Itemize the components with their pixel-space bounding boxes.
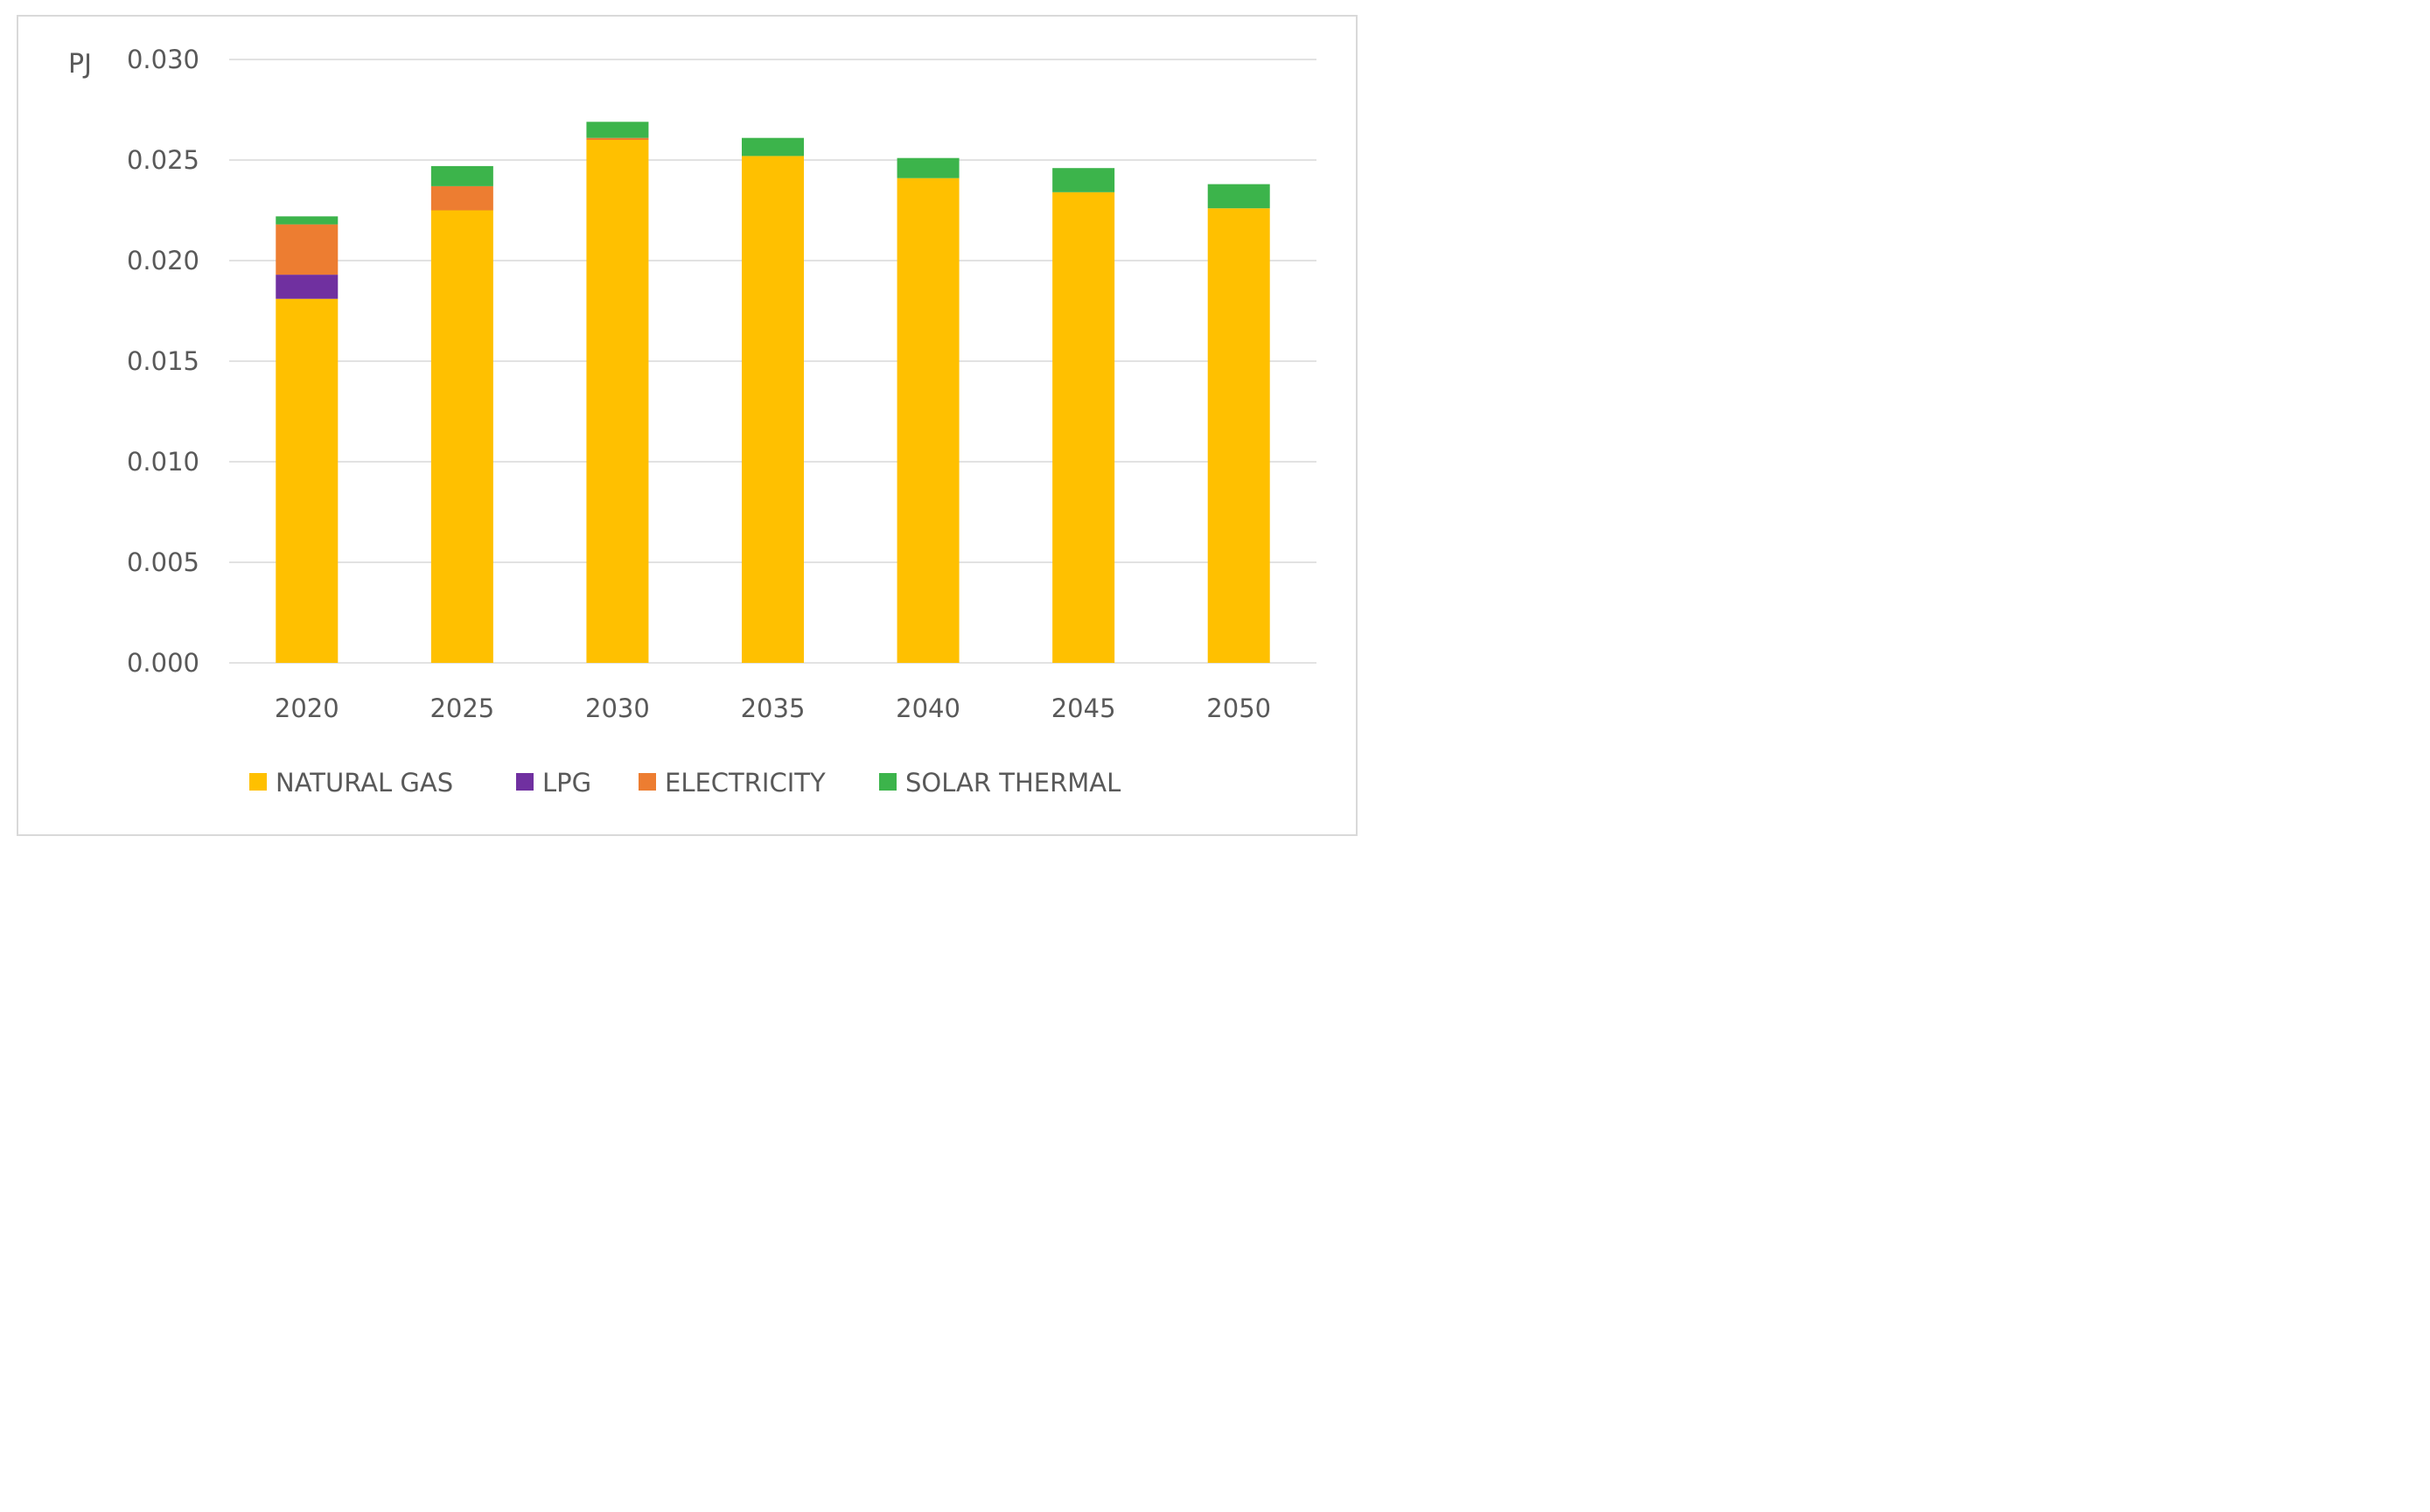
- x-tick-label: 2050: [1206, 693, 1271, 723]
- bar-electricity-2025: [430, 185, 493, 211]
- legend-swatch-natural-gas: [249, 773, 267, 791]
- bar-solar-thermal-2045: [1052, 168, 1115, 192]
- stacked-bar-chart: 0.000 0.005 0.010 0.015 0.020 0.025 0.030 PJ 2…: [68, 45, 1316, 798]
- x-tick-label: 2025: [429, 693, 494, 723]
- legend-swatch-electricity: [639, 773, 656, 791]
- bar-solar-thermal-2050: [1207, 184, 1270, 209]
- legend-swatch-lpg: [516, 773, 534, 791]
- bar-natural-gas-2040: [897, 178, 960, 663]
- legend-label: ELECTRICITY: [665, 768, 826, 798]
- bar-solar-thermal-2030: [586, 122, 649, 138]
- bar-natural-gas-2030: [586, 140, 649, 663]
- x-tick-label: 2030: [585, 693, 650, 723]
- bar-solar-thermal-2035: [742, 137, 804, 157]
- y-tick-label: 0.020: [127, 246, 199, 275]
- y-axis-ticks: 0.000 0.005 0.010 0.015 0.020 0.025 0.030: [127, 45, 199, 678]
- legend-label: LPG: [542, 768, 591, 798]
- x-tick-label: 2035: [741, 693, 806, 723]
- bar-solar-thermal-2020: [276, 216, 339, 225]
- bar-electricity-2030: [586, 137, 649, 140]
- bar-solar-thermal-2025: [430, 165, 493, 186]
- legend: NATURAL GAS LPG ELECTRICITY SOLAR THERMAL: [249, 768, 1121, 798]
- y-tick-label: 0.030: [127, 45, 199, 74]
- x-tick-label: 2020: [275, 693, 339, 723]
- chart-frame: [17, 15, 1358, 836]
- bar-solar-thermal-2040: [897, 157, 960, 178]
- x-tick-label: 2040: [896, 693, 960, 723]
- legend-swatch-solar-thermal: [879, 773, 897, 791]
- y-tick-label: 0.000: [127, 648, 199, 678]
- y-tick-label: 0.015: [127, 346, 199, 376]
- bar-natural-gas-2045: [1052, 192, 1115, 664]
- y-tick-label: 0.025: [127, 145, 199, 175]
- x-tick-label: 2045: [1051, 693, 1116, 723]
- legend-label: NATURAL GAS: [276, 768, 453, 798]
- bar-natural-gas-2035: [742, 156, 804, 663]
- y-tick-label: 0.010: [127, 447, 199, 477]
- bar-natural-gas-2025: [430, 210, 493, 663]
- bar-natural-gas-2020: [276, 298, 339, 663]
- bars: [276, 122, 1270, 664]
- legend-label: SOLAR THERMAL: [905, 768, 1121, 798]
- bar-natural-gas-2050: [1207, 208, 1270, 663]
- x-axis-ticks: 2020 2025 2030 2035 2040 2045 2050: [275, 693, 1271, 723]
- bar-lpg-2020: [276, 275, 339, 299]
- bar-electricity-2020: [276, 224, 339, 275]
- y-tick-label: 0.005: [127, 547, 199, 577]
- y-axis-unit-label: PJ: [68, 49, 92, 80]
